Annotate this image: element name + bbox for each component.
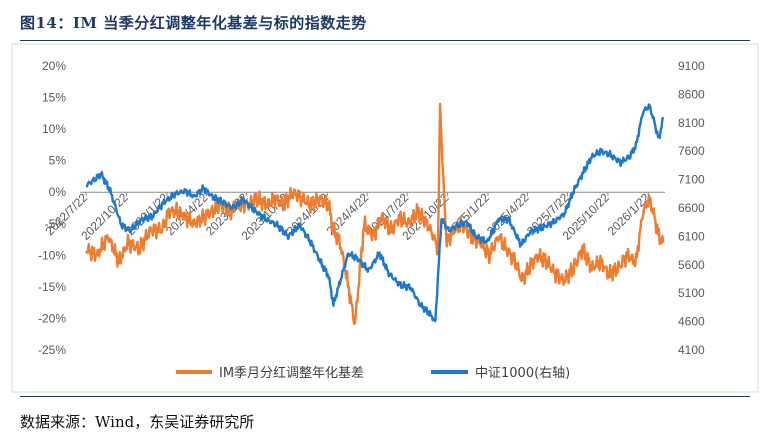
right-axis: 9100 8600 8100 7600 7100 6600 6100 5600 5100 4600… <box>678 59 705 357</box>
right-axis-tick-label: 8600 <box>678 87 705 101</box>
left-axis-tick-label: 0% <box>49 185 67 199</box>
right-axis-tick-label: 6600 <box>678 201 705 215</box>
series-line-basis <box>85 102 665 325</box>
left-axis-tick-label: 20% <box>42 59 66 73</box>
source-note: 数据来源：Wind，东吴证券研究所 <box>20 413 255 431</box>
right-axis-tick-label: 4600 <box>678 315 705 329</box>
left-axis-tick-label: 10% <box>42 122 66 136</box>
chart-border <box>11 43 759 393</box>
series-layer <box>85 102 665 325</box>
right-axis-tick-label: 7600 <box>678 144 705 158</box>
left-axis: 20% 15% 10% 5% 0% -5% -10% -15% -20% -25% <box>38 59 66 357</box>
left-axis-tick-label: -25% <box>38 343 66 357</box>
left-axis-tick-label: -15% <box>38 280 66 294</box>
series-line-index <box>85 103 665 323</box>
right-axis-tick-label: 5100 <box>678 286 705 300</box>
right-axis-tick-label: 9100 <box>678 59 705 73</box>
figure-title: 图14：IM 当季分红调整年化基差与标的指数走势 <box>20 14 367 32</box>
left-axis-tick-label: -5% <box>45 217 67 231</box>
legend-label: IM季月分红调整年化基差 <box>219 365 364 381</box>
legend-label: 中证1000(右轴) <box>475 366 570 381</box>
plot-area <box>11 43 759 393</box>
chart: 20% 15% 10% 5% 0% -5% -10% -15% -20% -25% 9100 860… <box>11 43 759 393</box>
left-axis-tick-label: -20% <box>38 311 66 325</box>
right-axis-tick-label: 4100 <box>678 343 705 357</box>
right-axis-tick-label: 7100 <box>678 173 705 187</box>
right-axis-tick-label: 6100 <box>678 229 705 243</box>
left-axis-tick-label: -10% <box>38 248 66 262</box>
legend: IM季月分红调整年化基差 中证1000(右轴) <box>176 365 570 381</box>
left-axis-tick-label: 5% <box>49 154 67 168</box>
left-axis-tick-label: 15% <box>42 91 66 105</box>
bottom-rule <box>20 396 750 397</box>
right-axis-tick-label: 5600 <box>678 258 705 272</box>
x-axis-tick-label: 2026/1/22 <box>605 190 653 238</box>
right-axis-tick-label: 8100 <box>678 116 705 130</box>
top-rule <box>20 40 750 41</box>
